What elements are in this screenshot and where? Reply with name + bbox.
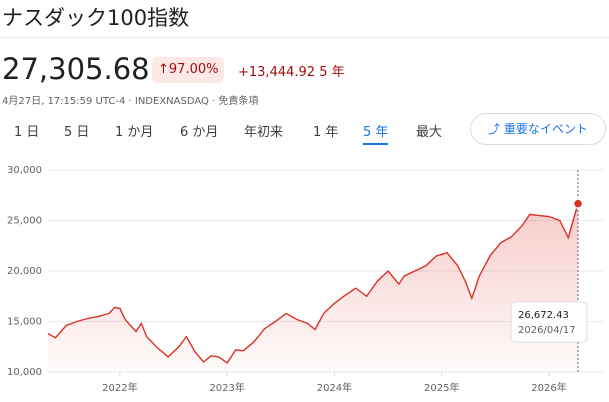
y-tick-label: 15,000 (7, 317, 42, 328)
x-tick-label: 2026年 (531, 381, 566, 394)
y-tick-label: 10,000 (7, 367, 42, 378)
y-tick-label: 20,000 (7, 266, 42, 277)
price: 27,305.68 (2, 52, 150, 86)
line (47, 203, 579, 364)
period: 5 年 (319, 65, 345, 80)
events-label: 重要なイベント (503, 122, 588, 136)
tab[interactable]: 1 年 (313, 125, 339, 140)
area (48, 203, 578, 372)
change: +13,444.92 5 年 (238, 61, 345, 80)
tooltip-date: 2026/04/17 (518, 325, 576, 336)
y-tick-label: 30,000 (7, 165, 42, 176)
tab[interactable]: 1 日 (14, 125, 40, 140)
tooltip-value: 26,672.43 (518, 310, 569, 321)
x-tick-label: 2023年 (209, 381, 244, 394)
tab[interactable]: 年初来 (244, 125, 284, 140)
change-value: +13,444.92 (238, 65, 316, 80)
y-tick-label: 25,000 (7, 216, 42, 227)
x-tick-label: 2025年 (424, 381, 459, 394)
tooltip-box (510, 301, 588, 343)
divider (0, 37, 609, 38)
tab[interactable]: 5 日 (64, 125, 90, 140)
meta: 4月27日, 17:15:59 UTC-4 · INDEXNASDAQ · 免責… (2, 96, 259, 107)
x-tick-label: 2024年 (317, 381, 352, 394)
tab[interactable]: 最大 (416, 125, 443, 140)
icon: ⤴ (488, 122, 504, 136)
tab[interactable]: 5 年 (363, 121, 389, 145)
x-tick-label: 2022年 (102, 381, 137, 394)
events-button[interactable]: ⤴ 重要なイベント (470, 113, 606, 145)
point (572, 198, 584, 209)
change-pct: 97.00% (168, 62, 219, 77)
tab[interactable]: 6 か月 (180, 125, 219, 140)
tab[interactable]: 1 か月 (115, 125, 154, 140)
arrow-icon: ↑ (158, 62, 169, 77)
change-pill: ↑97.00% (152, 57, 225, 83)
title: ナスダック100指数 (2, 6, 190, 30)
